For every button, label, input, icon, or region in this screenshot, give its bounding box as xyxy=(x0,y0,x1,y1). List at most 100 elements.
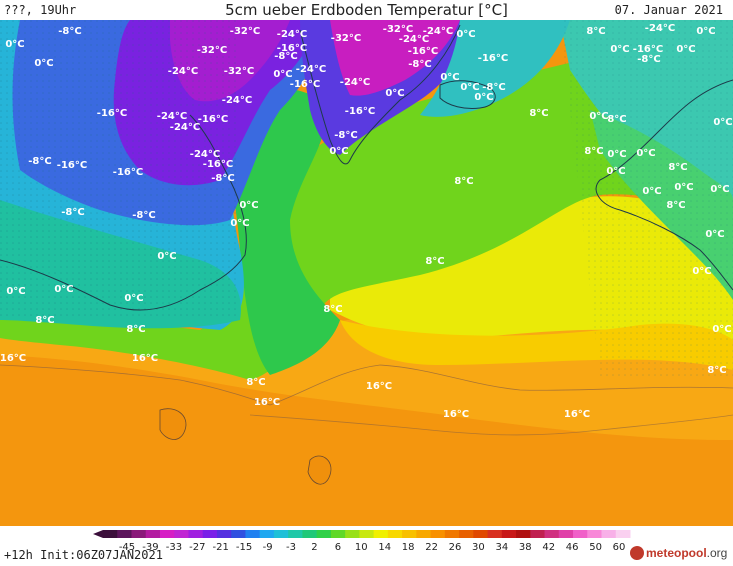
legend-tick-label: -21 xyxy=(213,542,229,552)
temperature-label: 0°C xyxy=(696,26,715,37)
legend-tick-label: 42 xyxy=(542,542,555,552)
temperature-label: 0°C xyxy=(692,266,711,277)
legend-swatch xyxy=(174,530,189,538)
contour-16c xyxy=(0,364,733,406)
temperature-labels: -8°C -32°C -24°C -32°C -24°C 8°C -24°C 0°C0°C-3… xyxy=(0,23,733,420)
legend-tick-label: 34 xyxy=(496,542,509,552)
legend-swatch xyxy=(117,530,132,538)
temperature-label: -24°C xyxy=(190,149,220,160)
legend-swatch xyxy=(273,530,289,538)
temperature-label: -32°C xyxy=(383,24,413,35)
temperature-label: -16°C xyxy=(203,159,233,170)
legend-arrow-left xyxy=(93,530,103,538)
temperature-label: 0°C xyxy=(474,92,493,103)
land-texture-nw xyxy=(0,20,240,320)
brand-name: meteopool xyxy=(646,546,707,560)
legend-swatch xyxy=(345,530,360,538)
legend-tick-label: 50 xyxy=(589,542,602,552)
temperature-label: -16°C xyxy=(57,160,87,171)
temperature-label: -16°C xyxy=(408,46,438,57)
legend-tick-label: 30 xyxy=(472,542,485,552)
legend-swatch xyxy=(459,530,474,538)
legend-swatch xyxy=(359,530,375,538)
legend-swatch xyxy=(487,530,503,538)
legend-swatch xyxy=(516,530,531,538)
field-green-light xyxy=(0,30,733,380)
legend-tick-label: -3 xyxy=(286,542,296,552)
legend-tick-label: 2 xyxy=(311,542,317,552)
temperature-label: 0°C xyxy=(589,111,608,122)
legend-swatch xyxy=(444,530,460,538)
temperature-label: 8°C xyxy=(607,114,626,125)
temperature-label: 0°C xyxy=(705,229,724,240)
temperature-label: 0°C xyxy=(273,69,292,80)
temperature-label: 0°C xyxy=(607,149,626,160)
temperature-label: 8°C xyxy=(323,304,342,315)
temperature-label: 0°C xyxy=(636,148,655,159)
legend-swatch xyxy=(231,530,246,538)
legend-swatch xyxy=(615,530,631,538)
temperature-label: -8°C xyxy=(482,82,505,93)
temperature-label: 16°C xyxy=(366,381,392,392)
temperature-label: -16°C xyxy=(198,114,228,125)
temperature-label: 16°C xyxy=(132,353,158,364)
temperature-label: -24°C xyxy=(296,64,326,75)
temperature-label: 0°C xyxy=(124,293,143,304)
init-info: +12h Init:06Z07JAN2021 xyxy=(4,548,163,562)
temperature-label: -8°C xyxy=(211,173,234,184)
temperature-label: 0°C xyxy=(5,39,24,50)
legend-swatch xyxy=(202,530,218,538)
legend-ticks: -45 -39 -33 -27 -21 -15 -9 -3 2 6 10 14 18 22 26 30 34 38… xyxy=(119,542,626,552)
legend-swatch xyxy=(601,530,617,538)
legend-swatch xyxy=(103,530,118,538)
temperature-label: -8°C xyxy=(61,207,84,218)
legend-swatch xyxy=(587,530,603,538)
legend-swatch xyxy=(131,530,147,538)
temperature-label: 8°C xyxy=(246,377,265,388)
legend-swatch xyxy=(216,530,232,538)
temperature-label: 8°C xyxy=(668,162,687,173)
temperature-label: -16°C xyxy=(277,43,307,54)
temperature-label: 0°C xyxy=(329,146,348,157)
temperature-label: -24°C xyxy=(645,23,675,34)
coast-europe xyxy=(595,79,733,291)
legend-swatch xyxy=(573,530,588,538)
coast-canada xyxy=(0,114,247,311)
temperature-label: 0°C xyxy=(456,29,475,40)
temperature-label: 8°C xyxy=(666,200,685,211)
legend-tick-label: 22 xyxy=(425,542,438,552)
field-greenland-magenta xyxy=(330,20,460,96)
legend-tick-label: 14 xyxy=(378,542,391,552)
temperature-label: -8°C xyxy=(28,156,51,167)
temperature-label: -16°C xyxy=(633,44,663,55)
legend-swatch xyxy=(544,530,560,538)
temperature-label: -24°C xyxy=(423,26,453,37)
brand-suffix: .org xyxy=(706,546,728,560)
legend-swatch xyxy=(558,530,574,538)
temperature-label: -32°C xyxy=(224,66,254,77)
temperature-label: 0°C xyxy=(710,184,729,195)
temperature-label: -32°C xyxy=(331,33,361,44)
temperature-label: 0°C xyxy=(440,72,459,83)
legend-tick-label: 10 xyxy=(355,542,368,552)
temperature-label: 8°C xyxy=(529,108,548,119)
temperature-label: 16°C xyxy=(443,409,469,420)
legend-bar xyxy=(93,530,631,538)
temperature-label: -16°C xyxy=(97,108,127,119)
temperature-label: 0°C xyxy=(385,88,404,99)
legend-swatch xyxy=(416,530,432,538)
island-south-2 xyxy=(307,455,332,485)
temperature-label: -24°C xyxy=(168,66,198,77)
temperature-label: -24°C xyxy=(340,77,370,88)
temperature-label: 8°C xyxy=(454,176,473,187)
temperature-label: -24°C xyxy=(157,111,187,122)
legend-swatch xyxy=(259,530,275,538)
temperature-label: -32°C xyxy=(230,26,260,37)
legend-tick-label: -39 xyxy=(142,542,158,552)
legend-swatch xyxy=(302,530,318,538)
legend-swatch xyxy=(373,530,389,538)
legend-tick-label: 26 xyxy=(449,542,462,552)
header-date: 07. Januar 2021 xyxy=(614,3,723,17)
temperature-label: 0°C xyxy=(712,324,731,335)
brand-logo[interactable]: meteopool.org xyxy=(630,546,727,560)
